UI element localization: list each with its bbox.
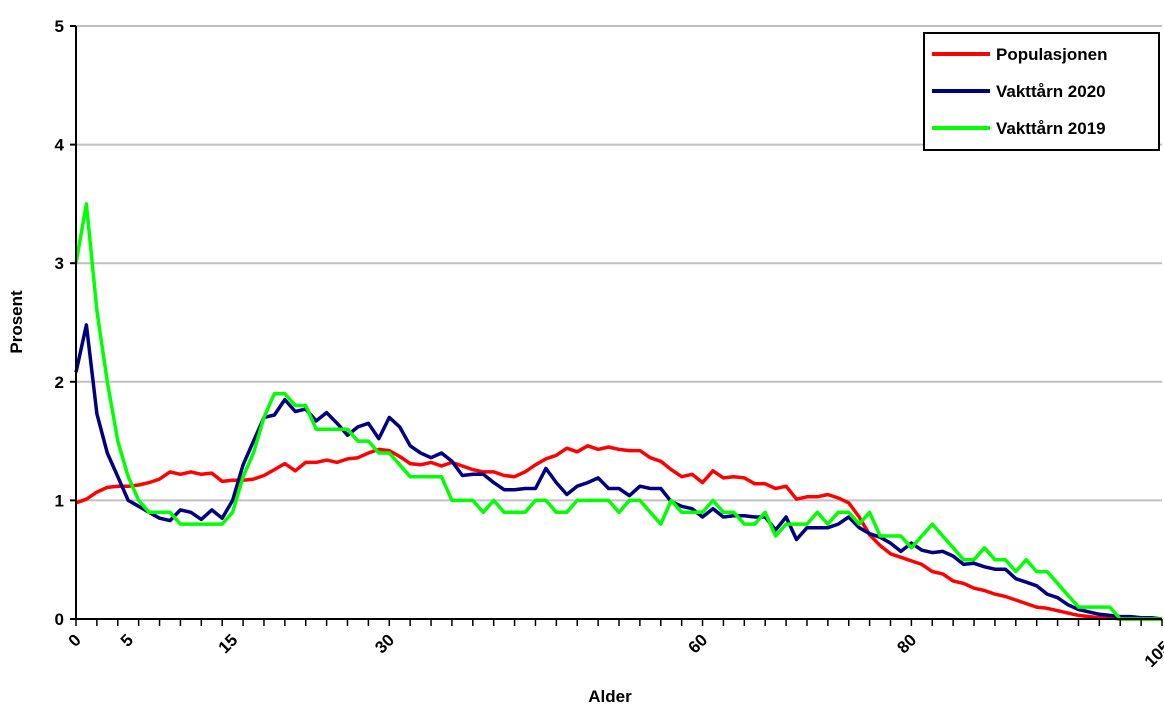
y-tick-label: 2 — [55, 373, 64, 392]
x-tick-label: 15 — [215, 630, 242, 657]
y-tick-label: 0 — [55, 610, 64, 629]
x-tick-label: 105+ — [1141, 630, 1164, 671]
legend-label: Populasjonen — [996, 45, 1107, 64]
x-tick-label: 30 — [371, 630, 398, 657]
legend-label: Vakttårn 2020 — [996, 82, 1106, 101]
legend-label: Vakttårn 2019 — [996, 119, 1106, 138]
x-tick-label: 80 — [893, 630, 920, 657]
legend: Populasjonen Vakttårn 2020 Vakttårn 2019 — [923, 32, 1160, 151]
series-line-2 — [74, 202, 1162, 621]
series-lines — [74, 202, 1163, 621]
y-tick-label: 3 — [55, 254, 64, 273]
y-tick-label: 1 — [55, 491, 64, 510]
axes — [70, 25, 1163, 626]
x-tick-label: 0 — [65, 630, 85, 650]
y-tick-label: 5 — [55, 17, 64, 36]
x-tick-label: 60 — [685, 630, 712, 657]
x-tick-labels: 0 5 15 30 60 80 105+ — [65, 630, 1164, 671]
y-axis-title: Prosent — [7, 290, 26, 354]
series-line-0 — [75, 444, 1162, 621]
y-gridlines — [76, 25, 1162, 502]
x-axis-title: Alder — [588, 687, 632, 706]
series-line-1 — [74, 323, 1163, 621]
y-tick-labels: 0 1 2 3 4 5 — [55, 17, 65, 629]
y-tick-label: 4 — [55, 136, 65, 155]
x-tick-label: 5 — [117, 630, 137, 650]
